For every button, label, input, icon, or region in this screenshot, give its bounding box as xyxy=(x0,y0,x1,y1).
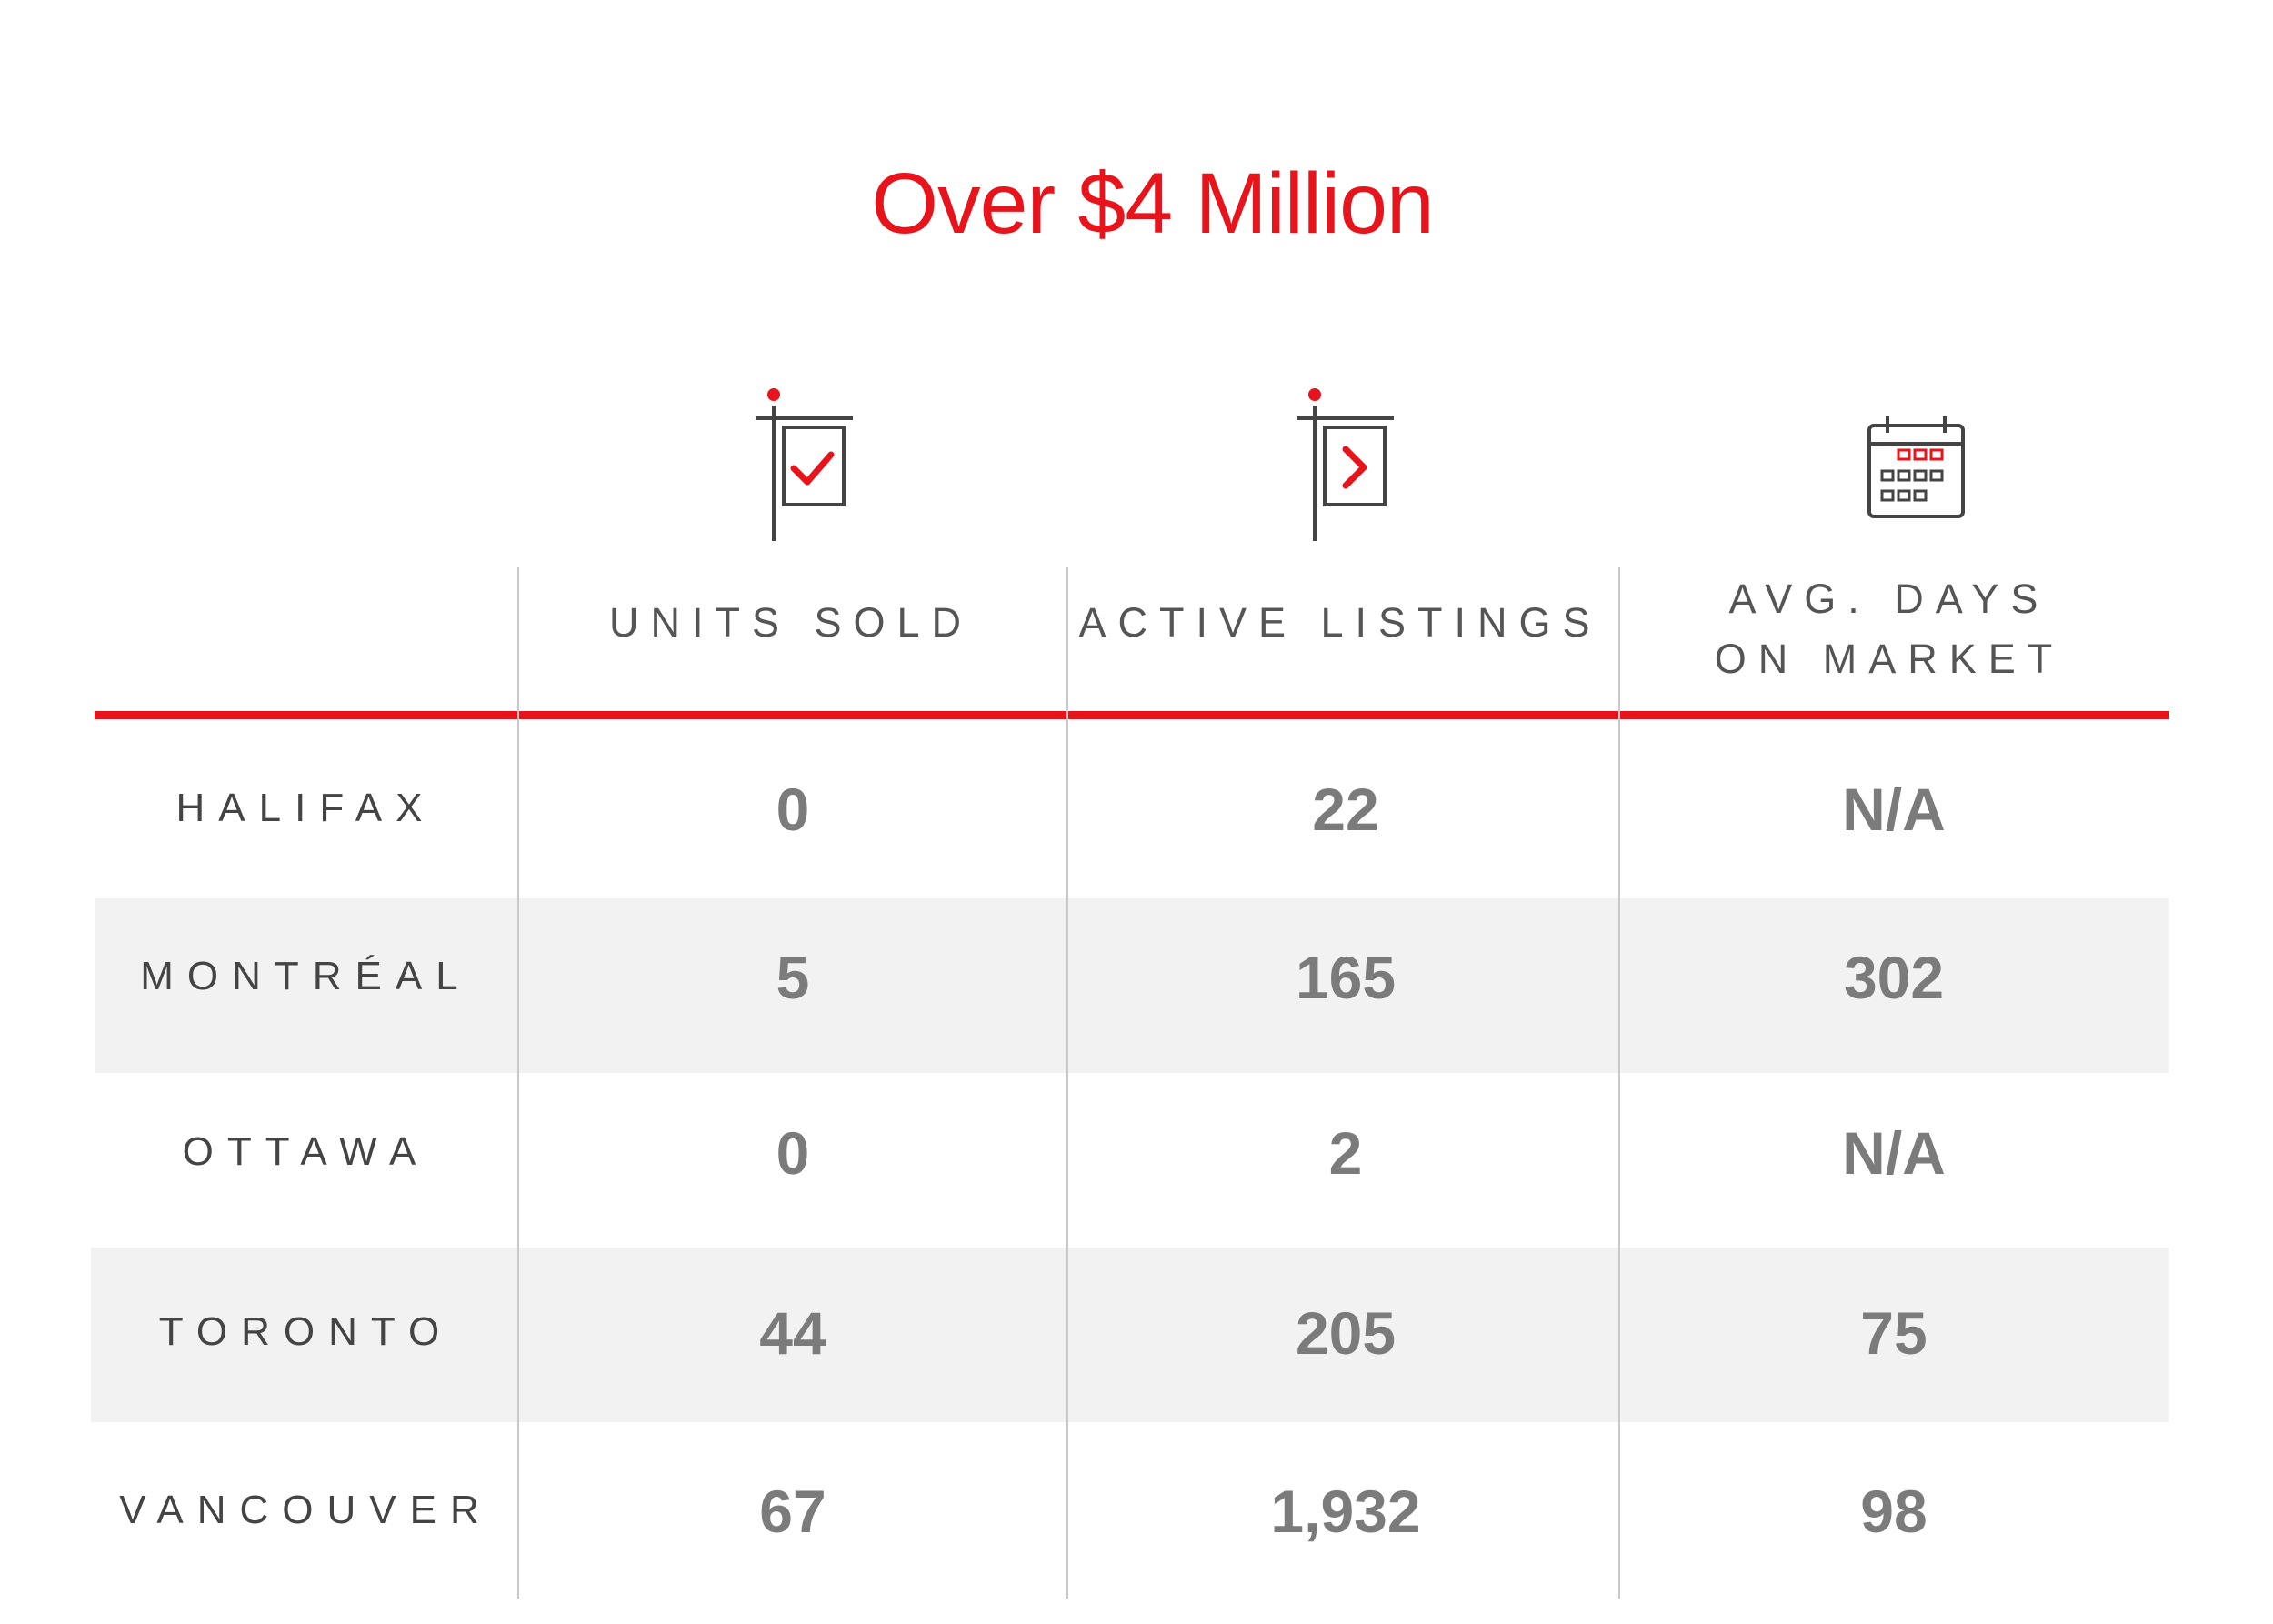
table-cell-value: 2 xyxy=(1328,1119,1363,1187)
city-label: HALIFAX xyxy=(175,786,436,830)
table-cell-value: 205 xyxy=(1295,1299,1397,1367)
column-divider xyxy=(517,567,519,1599)
table-cell-value: 302 xyxy=(1843,944,1945,1011)
header-rule xyxy=(95,711,2169,719)
table-cell-value: 5 xyxy=(776,944,810,1011)
table-cell-value: N/A xyxy=(1842,776,1946,843)
listing-sign-icon xyxy=(1297,388,1394,541)
table-cell-value: 67 xyxy=(759,1478,826,1545)
header-line: AVG. DAYS xyxy=(1728,576,2050,622)
city-label: MONTRÉAL xyxy=(140,954,472,998)
city-label: OTTAWA xyxy=(182,1129,430,1174)
header-line: UNITS SOLD xyxy=(608,599,974,646)
calendar-icon xyxy=(1867,416,1965,518)
header-line: ON MARKET xyxy=(1714,636,2065,682)
table-cell-value: 44 xyxy=(759,1299,826,1367)
table-cell-value: 22 xyxy=(1312,776,1379,843)
table-cell-value: 0 xyxy=(776,776,810,843)
header-line: ACTIVE LISTINGS xyxy=(1078,599,1602,646)
table-cell-value: 1,932 xyxy=(1270,1478,1421,1545)
row-band-montreal xyxy=(95,898,2169,1073)
column-divider xyxy=(1618,567,1620,1599)
table-cell-value: 98 xyxy=(1860,1478,1928,1545)
header-units-sold: UNITS SOLD xyxy=(518,593,1064,653)
table-cell-value: 0 xyxy=(776,1119,810,1187)
table-cell-value: 75 xyxy=(1860,1299,1928,1367)
column-divider xyxy=(1066,567,1068,1599)
city-label: TORONTO xyxy=(158,1309,454,1354)
city-label: VANCOUVER xyxy=(119,1488,493,1532)
table-cell-value: N/A xyxy=(1842,1119,1946,1187)
chart-title: Over $4 Million xyxy=(871,155,1435,252)
row-band-toronto xyxy=(91,1248,2169,1422)
table-cell-value: 165 xyxy=(1295,944,1397,1011)
header-avg-days: AVG. DAYS ON MARKET xyxy=(1615,569,2164,689)
header-active-listings: ACTIVE LISTINGS xyxy=(1066,593,1615,653)
sold-sign-icon xyxy=(756,388,853,541)
